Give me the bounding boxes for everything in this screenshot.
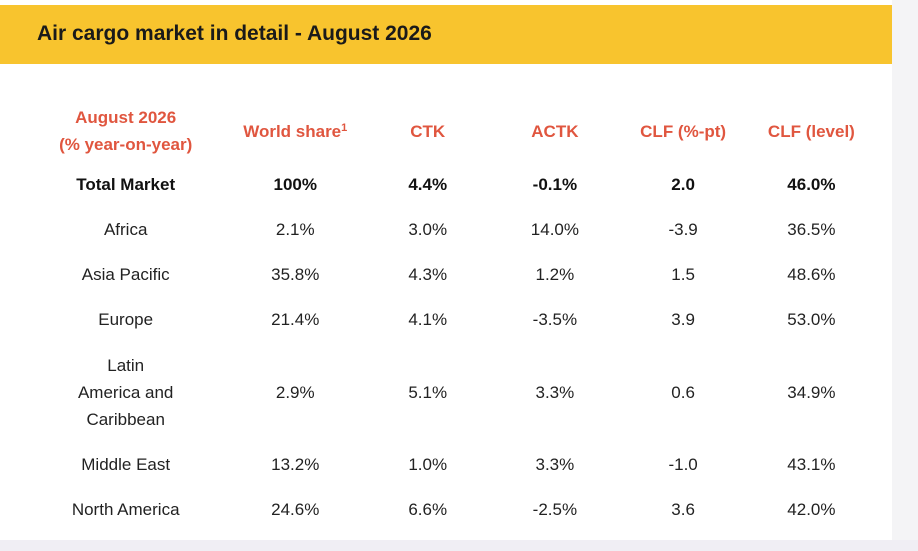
market-table: August 2026 (% year-on-year) World share… <box>25 100 875 532</box>
cell-region-line2: America and <box>77 382 174 402</box>
cell-clf-pt: 0.6 <box>671 382 695 402</box>
cell-region: Middle East <box>81 455 171 474</box>
cell-world-share: 35.8% <box>271 265 320 284</box>
cell-world-share: 24.6% <box>271 500 320 519</box>
table-row-north-america: North America 24.6% 6.6% -2.5% 3.6 42.0% <box>25 487 875 532</box>
cell-clf-pt: 1.5 <box>671 265 695 284</box>
cell-actk: 1.2% <box>535 265 575 284</box>
column-header-region-line2: (% year-on-year) <box>59 135 193 154</box>
cell-clf-level: 43.1% <box>787 455 836 474</box>
cell-actk: -3.5% <box>532 310 578 329</box>
cell-region: Europe <box>98 310 154 329</box>
cell-world-share: 21.4% <box>271 310 320 329</box>
cell-clf-level: 48.6% <box>787 265 836 284</box>
table-row-total-market: Total Market 100% 4.4% -0.1% 2.0 46.0% <box>25 162 875 207</box>
card-top-edge <box>0 0 892 5</box>
cell-ctk: 4.4% <box>408 175 448 194</box>
cell-region: Asia Pacific <box>81 265 170 284</box>
table-row-africa: Africa 2.1% 3.0% 14.0% -3.9 36.5% <box>25 207 875 252</box>
table-row-latin-america: Latin America and Caribbean 2.9% 5.1% 3.… <box>25 342 875 442</box>
page-background-bottom <box>0 540 918 551</box>
column-header-world-share: World share1 <box>226 100 364 162</box>
cell-actk: 3.3% <box>535 455 575 474</box>
cell-clf-pt: -3.9 <box>668 220 698 239</box>
table-row-middle-east: Middle East 13.2% 1.0% 3.3% -1.0 43.1% <box>25 442 875 487</box>
cell-clf-pt: 2.0 <box>671 175 695 194</box>
cell-clf-level: 46.0% <box>787 175 836 194</box>
table-header-row: August 2026 (% year-on-year) World share… <box>25 100 875 162</box>
column-header-region-line1: August 2026 <box>75 108 177 127</box>
cell-clf-level: 36.5% <box>787 220 836 239</box>
table-row-asia-pacific: Asia Pacific 35.8% 4.3% 1.2% 1.5 48.6% <box>25 252 875 297</box>
cell-actk: -0.1% <box>532 175 578 194</box>
cell-clf-level: 53.0% <box>787 310 836 329</box>
column-header-clf-level: CLF (level) <box>767 121 855 141</box>
cell-region-line1: Latin <box>107 355 145 375</box>
cell-ctk: 3.0% <box>408 220 448 239</box>
title-banner: Air cargo market in detail - August 2026 <box>0 5 892 64</box>
column-header-world-share-label: World share <box>243 121 342 141</box>
cell-clf-level: 34.9% <box>787 382 836 402</box>
footnote-marker: 1 <box>341 121 348 134</box>
cell-clf-pt: 3.6 <box>671 500 695 519</box>
page-title: Air cargo market in detail - August 2026 <box>37 22 432 45</box>
cell-clf-level: 42.0% <box>787 500 836 519</box>
cell-region: North America <box>71 500 180 519</box>
cell-ctk: 1.0% <box>408 455 448 474</box>
cell-actk: 3.3% <box>535 382 575 402</box>
cell-region: Total Market <box>76 175 176 194</box>
column-header-clf-pt: CLF (%-pt) <box>640 121 727 141</box>
cell-region-line3: Caribbean <box>86 409 165 429</box>
cell-actk: 14.0% <box>530 220 579 239</box>
cell-clf-pt: 3.9 <box>671 310 695 329</box>
cell-ctk: 4.3% <box>408 265 448 284</box>
cell-region: Africa <box>103 220 148 239</box>
cell-ctk: 6.6% <box>408 500 448 519</box>
content-card: Air cargo market in detail - August 2026… <box>0 0 892 540</box>
cell-world-share: 2.1% <box>275 220 315 239</box>
table-row-europe: Europe 21.4% 4.1% -3.5% 3.9 53.0% <box>25 297 875 342</box>
cell-ctk: 4.1% <box>408 310 448 329</box>
cell-world-share: 100% <box>273 175 317 194</box>
cell-actk: -2.5% <box>532 500 578 519</box>
cell-region: Latin America and Caribbean <box>25 342 226 442</box>
cell-clf-pt: -1.0 <box>668 455 698 474</box>
column-header-region: August 2026 (% year-on-year) <box>25 100 226 162</box>
column-header-ctk: CTK <box>410 121 446 141</box>
column-header-actk: ACTK <box>531 121 579 141</box>
cell-world-share: 2.9% <box>275 382 315 402</box>
page-background-right <box>892 0 918 551</box>
cell-world-share: 13.2% <box>271 455 320 474</box>
cell-ctk: 5.1% <box>408 382 448 402</box>
